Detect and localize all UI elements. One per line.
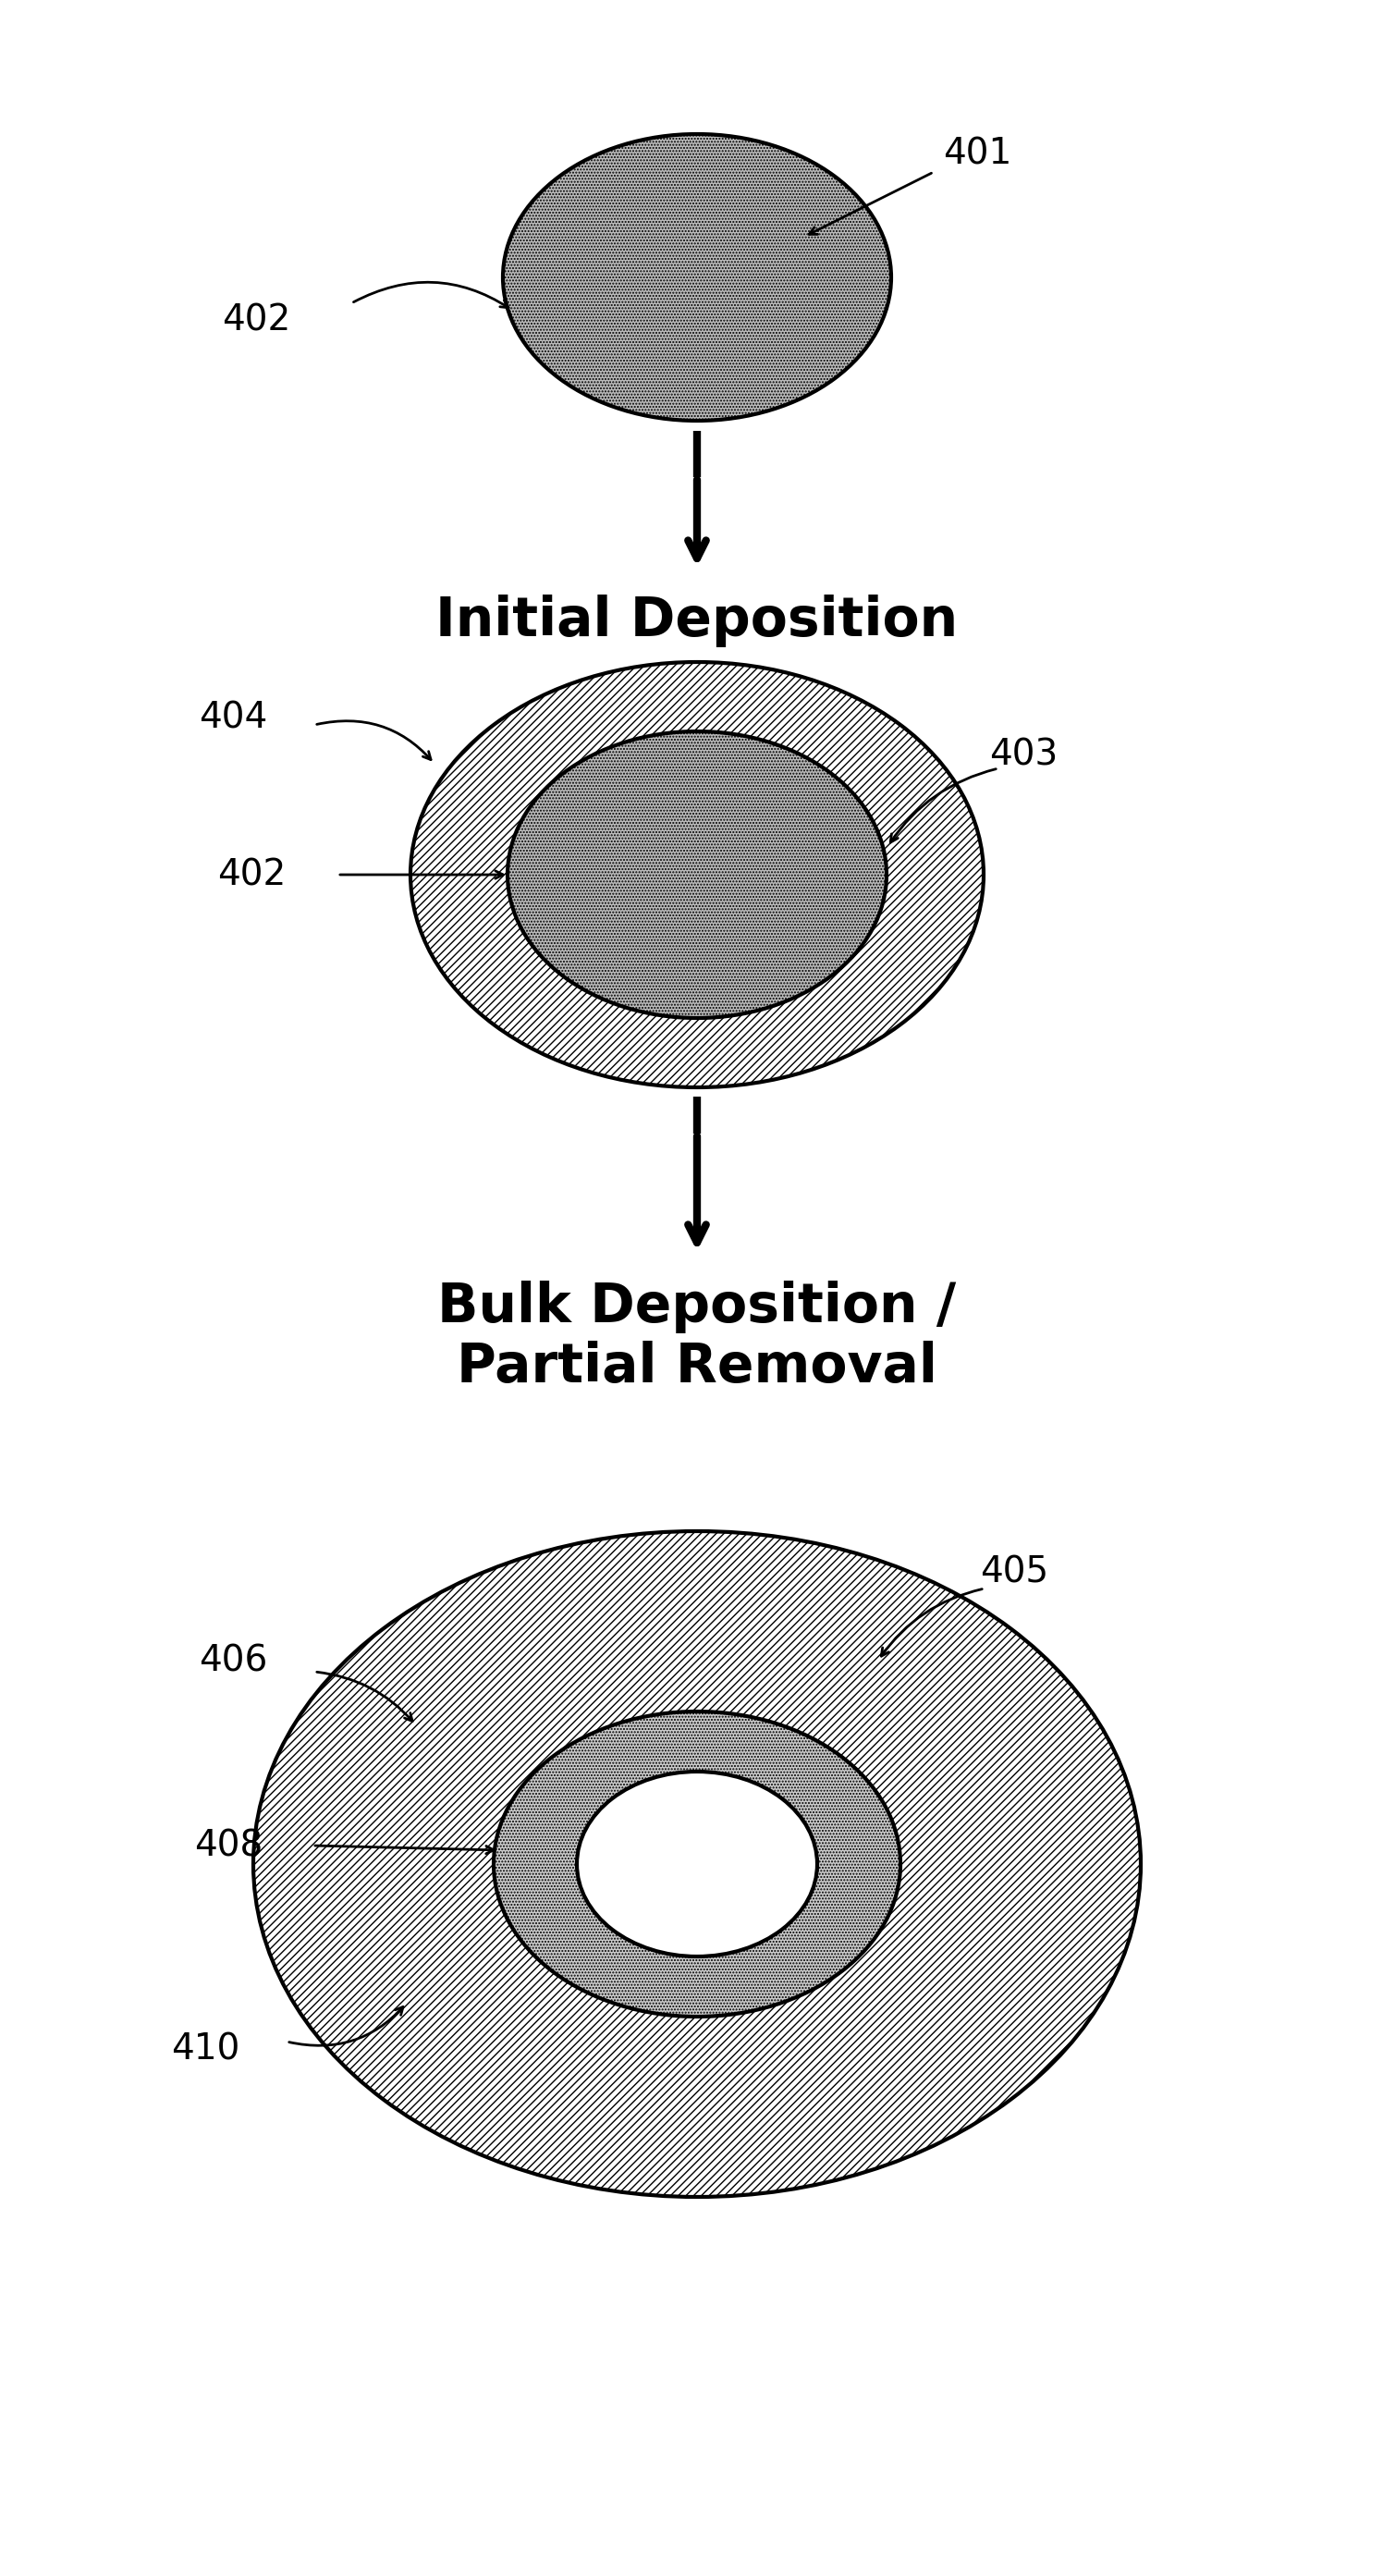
Text: 410: 410 <box>172 2032 240 2066</box>
Ellipse shape <box>504 134 891 420</box>
Ellipse shape <box>508 732 887 1018</box>
Ellipse shape <box>410 662 983 1087</box>
Ellipse shape <box>494 1710 900 2017</box>
Ellipse shape <box>578 1772 817 1958</box>
Text: 402: 402 <box>222 301 290 337</box>
Ellipse shape <box>254 1530 1141 2197</box>
Text: 408: 408 <box>194 1829 262 1862</box>
Text: 404: 404 <box>198 701 268 734</box>
Text: 405: 405 <box>979 1556 1049 1589</box>
Text: 403: 403 <box>989 737 1057 773</box>
Text: 402: 402 <box>218 858 286 891</box>
Text: Initial Deposition: Initial Deposition <box>435 595 958 647</box>
Text: 401: 401 <box>943 137 1011 170</box>
Text: Bulk Deposition /
Partial Removal: Bulk Deposition / Partial Removal <box>438 1280 957 1394</box>
Text: 406: 406 <box>198 1643 268 1677</box>
